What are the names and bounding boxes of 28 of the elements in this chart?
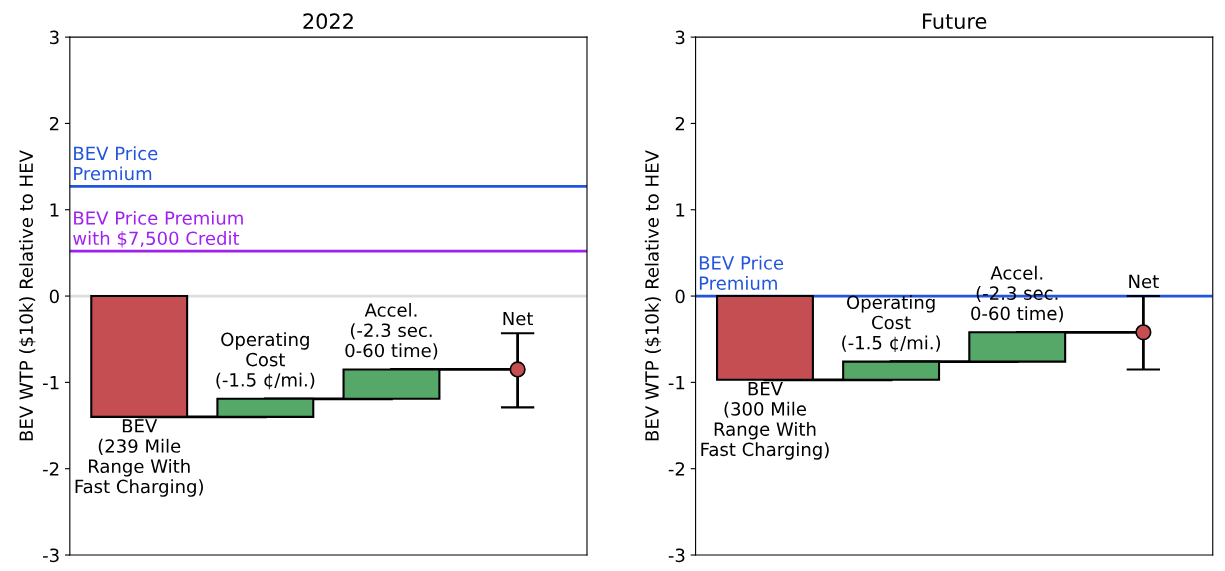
x-tick-label: Net — [1129, 274, 1159, 289]
y-tick-label: -1 — [42, 376, 59, 390]
x-tick-label: Net — [503, 311, 534, 326]
y-tick-label: -3 — [42, 548, 59, 563]
y-tick-label: 3 — [675, 30, 685, 45]
x-tick-label: Operating Cost (-1.5 ¢/mi.) — [216, 332, 315, 390]
y-tick-label: 1 — [50, 203, 59, 217]
y-tick-label: -2 — [668, 462, 685, 476]
x-tick-label: BEV (300 Mile Range With Fast Charging) — [701, 382, 829, 460]
y-tick-label: 1 — [676, 203, 685, 217]
ref-line-label: BEV Price Premium — [74, 146, 158, 181]
x-tick-label: BEV (239 Mile Range With Fast Charging) — [75, 419, 203, 497]
y-tick-label: 0 — [675, 289, 685, 304]
chart-title: 2022 — [303, 13, 353, 30]
y-tick-label: 3 — [49, 30, 59, 45]
y-tick-label: -2 — [42, 462, 59, 476]
y-axis-title: BEV WTP ($10k) Relative to HEV — [19, 150, 36, 441]
y-tick-label: 2 — [675, 116, 685, 131]
x-tick-label: Operating Cost (-1.5 ¢/mi.) — [842, 295, 941, 353]
y-tick-label: 2 — [49, 116, 59, 131]
y-tick-label: -1 — [668, 376, 685, 390]
chart-title: Future — [923, 13, 987, 30]
ref-line-label: BEV Price Premium — [699, 255, 784, 290]
y-tick-label: 0 — [49, 289, 59, 304]
y-axis-title: BEV WTP ($10k) Relative to HEV — [644, 150, 662, 441]
x-tick-label: Accel. (-2.3 sec. 0-60 time) — [345, 302, 438, 360]
ref-line-label: BEV Price Premium with $7,500 Credit — [73, 210, 243, 248]
y-tick-label: -3 — [668, 548, 685, 563]
